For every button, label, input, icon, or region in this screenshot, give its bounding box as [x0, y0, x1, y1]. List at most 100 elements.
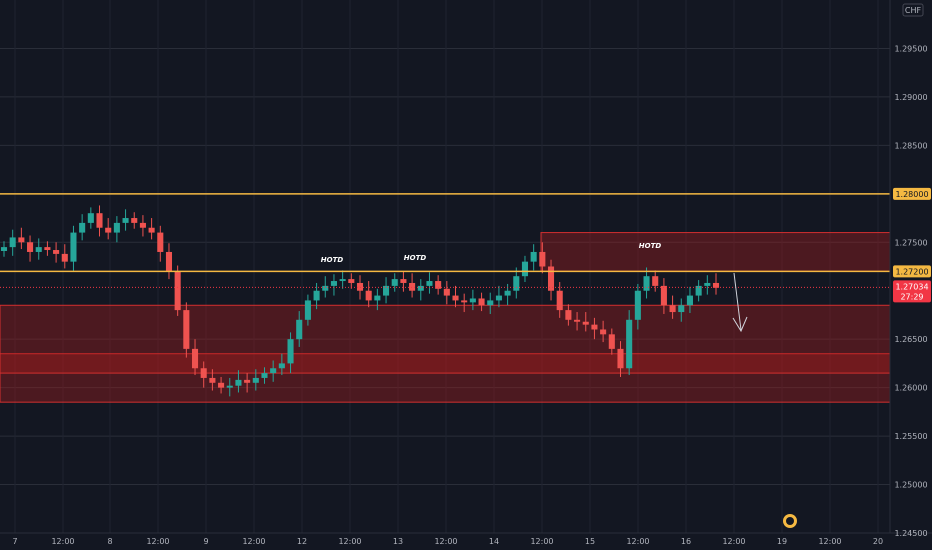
- candle-body: [634, 290, 641, 320]
- x-tick-label: 12:00: [51, 537, 74, 546]
- zone-rect[interactable]: [540, 232, 891, 272]
- zone-rect[interactable]: [0, 353, 891, 403]
- x-tick-label: 12:00: [530, 537, 553, 546]
- candle-body: [131, 218, 138, 223]
- candle-body: [313, 290, 320, 301]
- currency-label: CHF: [905, 6, 922, 15]
- candle-body: [165, 251, 173, 272]
- x-tick-label: 12:00: [242, 537, 265, 546]
- candle-body: [174, 271, 181, 311]
- level-price-label: 1.27200: [895, 267, 928, 276]
- x-tick-label: 12:00: [146, 537, 169, 546]
- candle-body: [574, 319, 581, 322]
- candle-body: [304, 300, 311, 320]
- candle-body: [113, 222, 120, 233]
- candle-body: [521, 261, 529, 277]
- level-price-tag: [893, 265, 931, 278]
- candle-body: [183, 310, 190, 349]
- candle-body: [348, 279, 355, 283]
- candle-body: [547, 266, 555, 291]
- candle-body: [287, 339, 294, 364]
- candle-body: [582, 321, 589, 325]
- candle-body: [495, 295, 502, 301]
- candle-body: [9, 237, 16, 248]
- time-axis[interactable]: [0, 533, 932, 550]
- candle-body: [191, 348, 199, 369]
- candle-body: [426, 281, 433, 286]
- candle-body: [53, 250, 60, 254]
- candle-body: [356, 282, 364, 291]
- candle-body: [0, 247, 8, 251]
- x-tick-label: 12:00: [722, 537, 745, 546]
- candle-body: [270, 368, 277, 374]
- candle-body: [374, 295, 381, 301]
- annotation-hotd: HOTD: [639, 242, 662, 250]
- y-tick-label: 1.28500: [894, 141, 927, 150]
- candle-body: [35, 247, 42, 252]
- level-price-label: 1.28000: [895, 190, 928, 199]
- candle-body: [608, 334, 615, 349]
- candle-body: [539, 251, 546, 267]
- candle-body: [400, 279, 407, 283]
- candle-body: [96, 213, 103, 228]
- annotation-hotd: HOTD: [321, 256, 344, 264]
- candle-body: [157, 232, 164, 252]
- candle-body: [244, 379, 251, 383]
- candle-body: [261, 373, 268, 378]
- candle-body: [79, 222, 86, 233]
- candle-body: [44, 247, 51, 251]
- x-tick-label: 12: [297, 537, 307, 546]
- level-price-tag: [893, 187, 931, 200]
- candle-body: [461, 300, 468, 303]
- candle-body: [565, 310, 572, 320]
- currency-box[interactable]: [902, 3, 924, 17]
- down-arrow[interactable]: [733, 272, 742, 331]
- x-tick-label: 14: [489, 537, 499, 546]
- y-tick-label: 1.24500: [894, 529, 927, 538]
- candle-body: [669, 305, 676, 313]
- candle-body: [209, 377, 216, 383]
- candle-body: [686, 295, 693, 306]
- candle-body: [339, 279, 346, 282]
- annotation-hotd: HOTD: [404, 254, 427, 262]
- candle-body: [678, 305, 685, 313]
- x-tick-label: 19: [777, 537, 787, 546]
- y-tick-label: 1.27500: [894, 238, 927, 247]
- zone-rect[interactable]: [0, 304, 891, 374]
- candle-body: [122, 218, 129, 223]
- candle-body: [626, 319, 633, 369]
- candle-body: [278, 363, 285, 369]
- candle-body: [148, 227, 155, 233]
- candle-body: [643, 276, 650, 291]
- x-tick-label: 16: [681, 537, 691, 546]
- candle-body: [417, 285, 424, 291]
- x-tick-label: 8: [107, 537, 112, 546]
- candle-body: [556, 290, 563, 311]
- x-tick-label: 12:00: [434, 537, 457, 546]
- candle-body: [139, 222, 146, 228]
- candle-body: [591, 324, 598, 330]
- x-tick-label: 12:00: [338, 537, 361, 546]
- y-tick-label: 1.26500: [894, 335, 927, 344]
- candle-body: [391, 279, 398, 286]
- candle-body: [704, 282, 711, 286]
- candle-body: [226, 385, 233, 388]
- candle-body: [27, 242, 34, 252]
- candle-body: [252, 377, 259, 383]
- candle-body: [322, 285, 329, 291]
- x-tick-label: 12:00: [818, 537, 841, 546]
- candle-body: [70, 232, 77, 262]
- y-tick-label: 1.29500: [894, 44, 927, 53]
- candle-body: [660, 285, 667, 306]
- x-tick-label: 9: [203, 537, 208, 546]
- candle-body: [652, 276, 659, 286]
- candle-body: [235, 379, 242, 386]
- down-arrow-head: [732, 316, 748, 333]
- y-tick-label: 1.26000: [894, 384, 927, 393]
- candle-body: [61, 253, 68, 262]
- x-tick-label: 12:00: [626, 537, 649, 546]
- candle-body: [296, 319, 303, 340]
- candle-body: [469, 298, 476, 303]
